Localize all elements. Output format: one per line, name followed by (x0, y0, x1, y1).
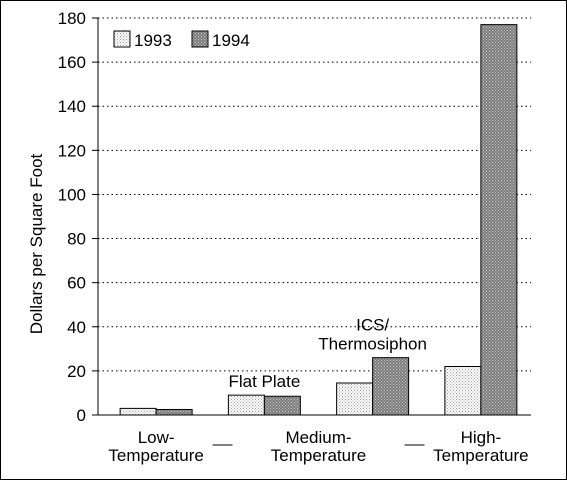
bar-1994 (155, 408, 193, 416)
y-tick-label: 60 (67, 274, 86, 293)
bar-1993 (227, 394, 265, 416)
x-category-label: Temperature (433, 446, 528, 465)
bar-annotation: ICS/ (356, 316, 389, 335)
y-tick-label: 140 (58, 97, 86, 116)
legend: 1993 1994 (113, 30, 250, 50)
x-category-labels: Low-TemperatureMedium-TemperatureHigh-Te… (108, 428, 528, 465)
x-category-label: Medium- (285, 428, 351, 447)
bar-1993 (119, 407, 157, 416)
y-tick-label: 100 (58, 185, 86, 204)
legend-label-1994: 1994 (212, 31, 250, 50)
gridlines (98, 17, 531, 372)
x-category-label: Temperature (271, 446, 366, 465)
y-axis-label: Dollars per Square Foot (27, 153, 46, 334)
annotations: Flat Plate ICS/Thermosiphon (228, 316, 426, 391)
legend-swatch-1994 (191, 30, 209, 48)
legend-swatch-1993 (113, 30, 131, 48)
y-tick-label: 40 (67, 318, 86, 337)
y-tick-label: 160 (58, 53, 86, 72)
legend-label-1993: 1993 (134, 31, 172, 50)
y-tick-label: 20 (67, 362, 86, 381)
y-tick-label: 0 (77, 406, 86, 425)
bar-1994 (480, 24, 518, 416)
y-tick-label: 120 (58, 141, 86, 160)
x-category-label: Temperature (108, 446, 203, 465)
bar-1994 (372, 357, 410, 416)
bar-annotation: Flat Plate (228, 372, 300, 391)
bars (119, 24, 518, 416)
bar-1993 (336, 382, 374, 416)
bar-annotation: Thermosiphon (318, 335, 427, 354)
y-tick-label: 80 (67, 230, 86, 249)
y-tick-label: 180 (58, 9, 86, 28)
y-tick-labels: 0 20 40 60 80 100 120 140 160 180 (58, 9, 86, 425)
x-category-label: High- (461, 428, 502, 447)
x-category-label: Low- (138, 428, 175, 447)
bar-1994 (263, 395, 301, 416)
bar-1993 (444, 365, 482, 416)
axes (92, 17, 531, 416)
